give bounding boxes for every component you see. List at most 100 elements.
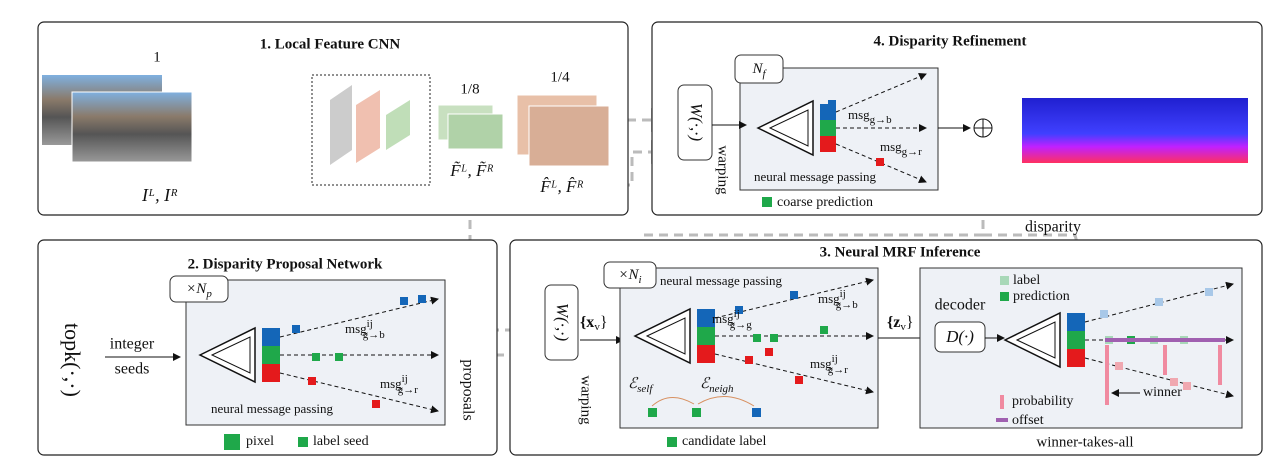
- text: ×N: [186, 281, 207, 297]
- text: ℰ: [628, 376, 639, 392]
- text: neigh: [709, 383, 734, 395]
- node: [770, 334, 778, 342]
- node: [1067, 313, 1085, 331]
- text: ij: [734, 308, 740, 320]
- input-label: Iᴸ, Iᴿ: [141, 185, 178, 205]
- disparity-map: [1022, 98, 1248, 163]
- legend-label: offset: [1012, 413, 1044, 428]
- node: [765, 348, 773, 356]
- box-title: 3. Neural MRF Inference: [820, 244, 981, 260]
- feature-label: F̃ᴸ, F̃ᴿ: [449, 161, 493, 180]
- scale-label: 1/4: [550, 69, 570, 85]
- legend-label: coarse prediction: [777, 195, 873, 210]
- network: [756, 73, 927, 183]
- box-title: 1. Local Feature CNN: [260, 36, 401, 52]
- text: g→b: [836, 299, 859, 311]
- text: ij: [367, 318, 373, 330]
- legend-label: prediction: [1013, 289, 1070, 304]
- cnn-layer: [386, 100, 410, 150]
- iteration-box: [603, 261, 657, 289]
- message-label: msgij g→g: [712, 308, 752, 331]
- output-label: disparity: [1025, 219, 1081, 236]
- message-label: msgij g→b: [345, 318, 385, 341]
- message-label: msgij g→r: [380, 373, 418, 396]
- text: msg: [380, 376, 402, 391]
- iteration-box: [734, 54, 784, 84]
- decoder-box: [934, 321, 986, 353]
- scale-label: 1: [153, 49, 161, 65]
- energy-label: ℰneigh: [700, 376, 734, 394]
- text: g→b: [870, 114, 893, 126]
- text: p: [205, 288, 212, 300]
- arrow: [714, 277, 874, 319]
- node: [262, 364, 280, 382]
- node: [697, 309, 715, 327]
- text: g→g: [730, 319, 753, 331]
- warp-box: [544, 284, 579, 361]
- text: g→r: [902, 146, 923, 158]
- legend-label: probability: [1012, 394, 1073, 409]
- text: v: [900, 321, 906, 333]
- legend-swatch: [298, 437, 308, 447]
- text: }: [906, 314, 914, 331]
- probability-bar: [1105, 345, 1109, 405]
- node: [697, 327, 715, 345]
- legend-swatch: [1000, 292, 1009, 301]
- probability-bar: [1218, 345, 1222, 385]
- node: [648, 408, 657, 417]
- text: msg: [848, 107, 870, 122]
- message-label: msgg→r: [880, 139, 922, 158]
- node: [400, 297, 408, 305]
- network-shape: [768, 109, 809, 147]
- panel-caption: winner-takes-all: [1036, 434, 1133, 450]
- node: [692, 408, 701, 417]
- warp-op: W(·,·): [687, 103, 706, 142]
- network: [198, 295, 439, 414]
- text: msg: [810, 356, 832, 371]
- node: [828, 100, 836, 108]
- node: [752, 408, 761, 417]
- text: }: [600, 314, 608, 331]
- text: ij: [402, 373, 408, 385]
- node: [697, 345, 715, 363]
- cnn-layer: [330, 85, 352, 165]
- node: [335, 353, 343, 361]
- node: [418, 295, 426, 303]
- message-label: msgg→b: [848, 107, 892, 126]
- node: [1115, 362, 1123, 370]
- legend-swatch: [762, 197, 772, 207]
- legend-label: label: [1013, 273, 1040, 288]
- node: [1155, 298, 1163, 306]
- warping-label: warping: [578, 375, 594, 425]
- node: [1183, 382, 1191, 390]
- network-shape: [210, 336, 251, 374]
- text: N: [751, 61, 763, 77]
- arrow: [279, 372, 439, 414]
- legend-swatch: [1000, 276, 1009, 285]
- text: msg: [818, 291, 840, 306]
- topk-op: topk(·,·): [60, 323, 85, 397]
- input-label: seeds: [115, 361, 150, 378]
- text: f: [762, 68, 767, 80]
- text: g→r: [828, 364, 849, 376]
- network-shape: [645, 317, 686, 355]
- network: [633, 277, 874, 395]
- box-title: 4. Disparity Refinement: [874, 33, 1027, 49]
- node: [820, 326, 828, 334]
- warping-label: warping: [715, 145, 731, 195]
- iteration-label: ×Ni: [618, 267, 641, 285]
- node: [308, 377, 316, 385]
- cnn-box: [311, 74, 431, 186]
- legend-label: label seed: [313, 434, 369, 449]
- legend-swatch: [667, 437, 677, 447]
- text: i: [639, 274, 642, 286]
- add-op: [974, 119, 992, 137]
- legend-swatch: [224, 434, 240, 450]
- text: ij: [832, 353, 838, 365]
- iteration-label: Nf: [751, 61, 767, 79]
- network-shape: [1015, 321, 1056, 359]
- scale-label: 1/8: [460, 81, 479, 97]
- text: {z: [887, 314, 900, 331]
- node: [1100, 310, 1108, 318]
